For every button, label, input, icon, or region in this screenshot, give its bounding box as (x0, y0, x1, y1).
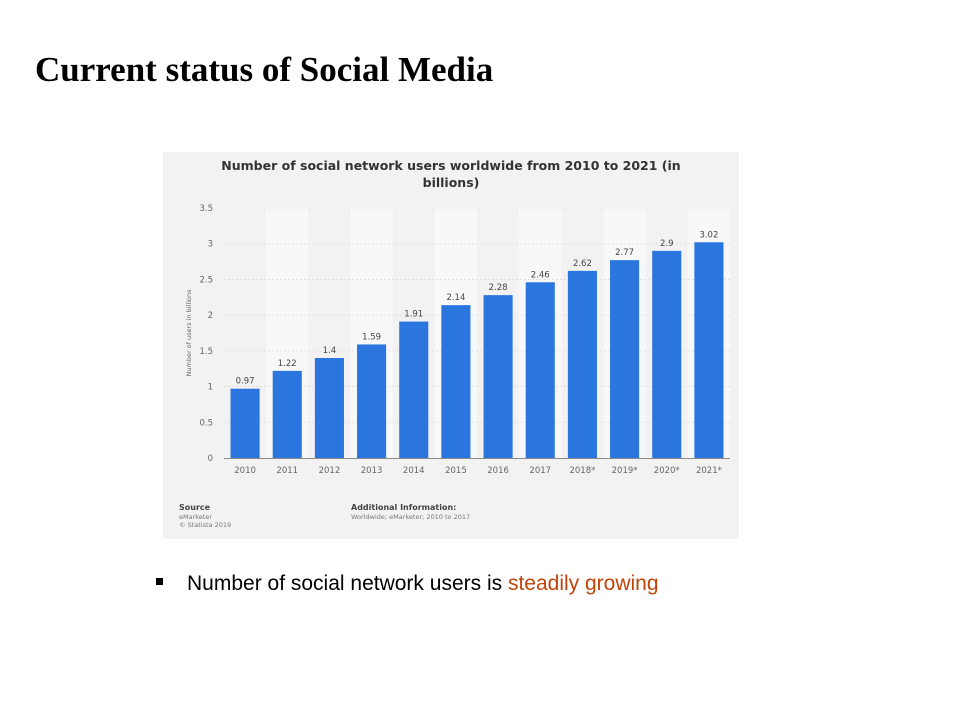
x-tick-label: 2018* (569, 466, 595, 476)
y-tick-label: 2.5 (199, 275, 213, 285)
x-tick-label: 2011 (276, 466, 298, 476)
chart-canvas: 0 0.5 1 1.5 2 2.5 3 3.5 0.97 1.22 1.4 1.59 1.91 2.14… (185, 204, 730, 476)
bullet-highlight-text: steadily growing (507, 572, 659, 595)
y-tick-label: 3 (208, 240, 213, 250)
bar-value-label: 0.97 (236, 377, 255, 387)
x-tick-label: 2019* (612, 466, 638, 476)
y-tick-label: 3.5 (199, 204, 213, 214)
y-tick-label: 0.5 (199, 418, 213, 428)
y-tick-label: 0 (208, 454, 213, 464)
bar-value-label: 1.91 (404, 310, 423, 320)
y-tick-label: 1.5 (199, 347, 213, 357)
bar-value-label: 1.22 (278, 359, 297, 369)
bar-value-label: 2.77 (615, 248, 634, 258)
bar-chart: 0 0.5 1 1.5 2 2.5 3 3.5 0.97 1.22 1.4 1.59 1.91 2.14… (163, 152, 739, 539)
bar (314, 358, 344, 458)
x-tick-label: 2021* (696, 466, 722, 476)
bar-value-label: 3.02 (699, 230, 718, 240)
y-axis-label: Number of users in billions (185, 289, 193, 377)
bar (441, 305, 471, 458)
bar (483, 295, 513, 458)
square-bullet-icon (156, 577, 163, 585)
chart-title: Number of social network users worldwide… (221, 158, 681, 190)
bar-value-label: 2.28 (489, 283, 508, 293)
source-heading: Source (179, 503, 211, 512)
bar (610, 260, 640, 458)
x-tick-label: 2012 (319, 466, 341, 476)
bar-value-label: 2.62 (573, 259, 592, 269)
additional-info-text: Worldwide; eMarketer; 2010 to 2017 (351, 513, 471, 521)
bar-value-label: 2.46 (531, 270, 550, 280)
bar (399, 321, 429, 458)
x-tick-label: 2014 (403, 466, 425, 476)
bar (694, 242, 724, 458)
x-tick-label: 2020* (654, 466, 680, 476)
x-tick-label: 2017 (529, 466, 551, 476)
bar-value-label: 2.9 (660, 239, 674, 249)
bar (230, 388, 260, 458)
bar (567, 270, 597, 458)
bar (525, 282, 555, 458)
source-line: eMarketer (179, 513, 213, 521)
bullet-text: Number of social network users is (187, 572, 508, 595)
bullet-point: Number of social network users is steadi… (156, 571, 659, 597)
x-tick-label: 2016 (487, 466, 509, 476)
chart-source: Source eMarketer © Statista 2019 (179, 503, 231, 529)
bar (652, 250, 682, 458)
x-tick-label: 2015 (445, 466, 467, 476)
slide-title: Current status of Social Media (35, 50, 494, 89)
bar-value-label: 1.4 (323, 346, 337, 356)
chart-additional-info: Additional Information: Worldwide; eMark… (351, 503, 470, 521)
x-tick-label: 2010 (234, 466, 256, 476)
y-tick-label: 1 (208, 383, 213, 393)
source-line: © Statista 2019 (179, 521, 232, 529)
bar-value-label: 2.14 (446, 293, 465, 303)
y-tick-label: 2 (208, 311, 213, 321)
bar-value-label: 1.59 (362, 332, 381, 342)
bar (272, 370, 302, 458)
bar (357, 344, 387, 458)
x-tick-label: 2013 (361, 466, 383, 476)
additional-info-heading: Additional Information: (351, 503, 457, 512)
